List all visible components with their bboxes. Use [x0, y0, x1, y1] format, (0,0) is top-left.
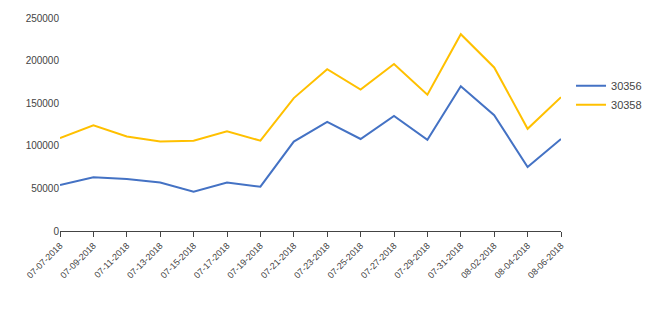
svg-text:08-06-2018: 08-06-2018 [526, 241, 566, 281]
svg-text:150000: 150000 [26, 98, 60, 109]
svg-text:08-04-2018: 08-04-2018 [493, 241, 533, 281]
svg-text:07-21-2018: 07-21-2018 [259, 241, 299, 281]
svg-text:07-17-2018: 07-17-2018 [192, 241, 232, 281]
svg-text:30356: 30356 [611, 80, 642, 92]
svg-text:07-25-2018: 07-25-2018 [326, 241, 366, 281]
svg-text:07-07-2018: 07-07-2018 [25, 241, 65, 281]
svg-text:07-27-2018: 07-27-2018 [359, 241, 399, 281]
svg-text:200000: 200000 [26, 55, 60, 66]
svg-text:07-13-2018: 07-13-2018 [125, 241, 165, 281]
svg-text:0: 0 [53, 226, 59, 237]
svg-text:08-02-2018: 08-02-2018 [459, 241, 499, 281]
svg-text:07-31-2018: 07-31-2018 [426, 241, 466, 281]
svg-text:30358: 30358 [611, 99, 642, 111]
svg-text:07-15-2018: 07-15-2018 [159, 241, 199, 281]
svg-text:07-29-2018: 07-29-2018 [392, 241, 432, 281]
svg-text:100000: 100000 [26, 140, 60, 151]
svg-text:07-19-2018: 07-19-2018 [225, 241, 265, 281]
svg-text:250000: 250000 [26, 13, 60, 24]
svg-text:50000: 50000 [31, 183, 59, 194]
svg-text:07-09-2018: 07-09-2018 [58, 241, 98, 281]
svg-text:07-11-2018: 07-11-2018 [92, 241, 131, 280]
svg-text:07-23-2018: 07-23-2018 [292, 241, 332, 281]
